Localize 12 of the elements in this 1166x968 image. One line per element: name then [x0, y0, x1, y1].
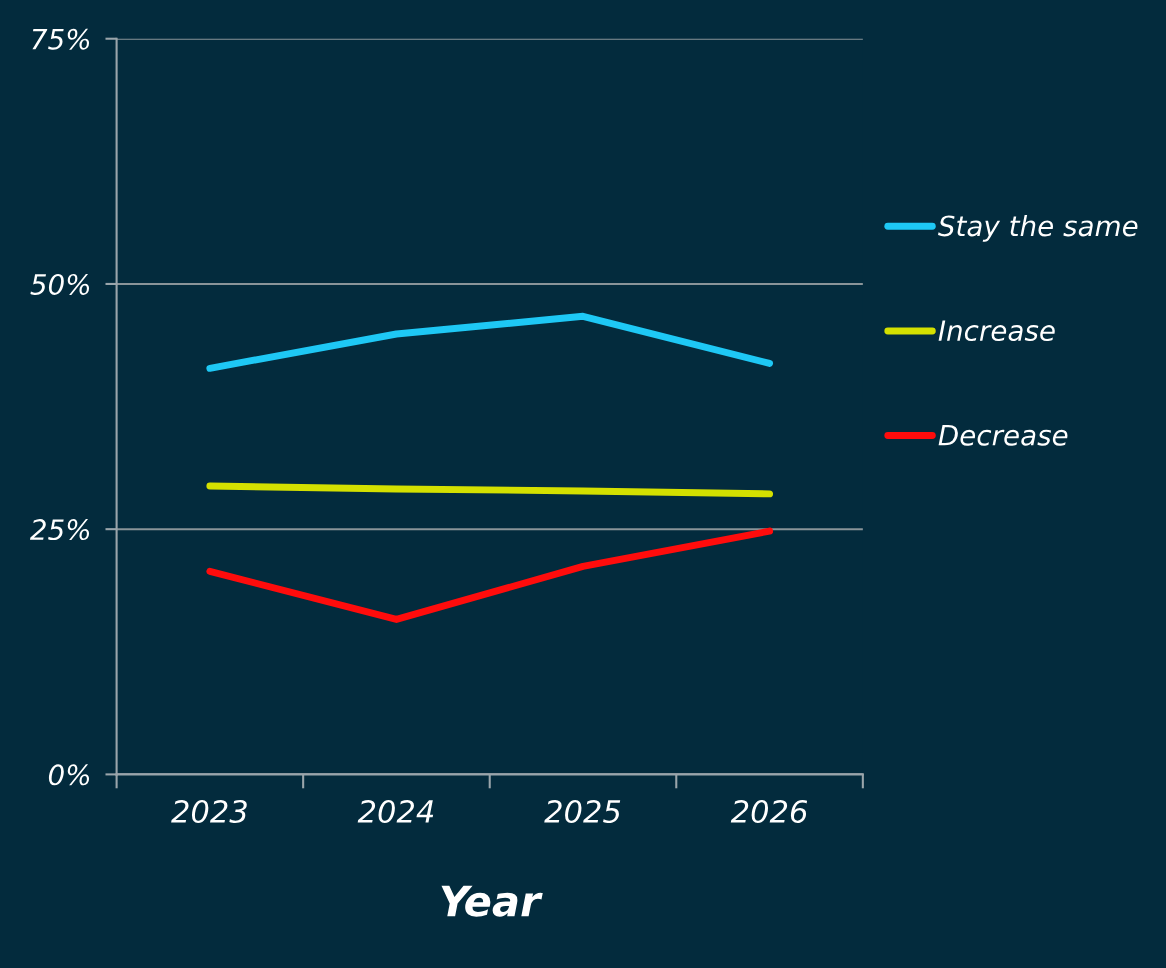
x-tick-label: 2026 [730, 799, 808, 824]
x-tick-label: 2023 [171, 799, 247, 824]
legend-label: Increase [938, 320, 1055, 342]
y-tick-label: 50% [30, 273, 90, 295]
y-tick-label: 0% [48, 764, 90, 786]
x-tick-label: 2024 [357, 799, 434, 824]
legend-label: Decrease [938, 425, 1068, 446]
legend-label: Stay the same [938, 214, 1138, 242]
y-tick-label: 25% [29, 519, 90, 541]
y-tick-label: 75% [32, 28, 90, 50]
x-axis-title: Year [441, 885, 543, 917]
x-tick-label: 2025 [544, 799, 621, 824]
